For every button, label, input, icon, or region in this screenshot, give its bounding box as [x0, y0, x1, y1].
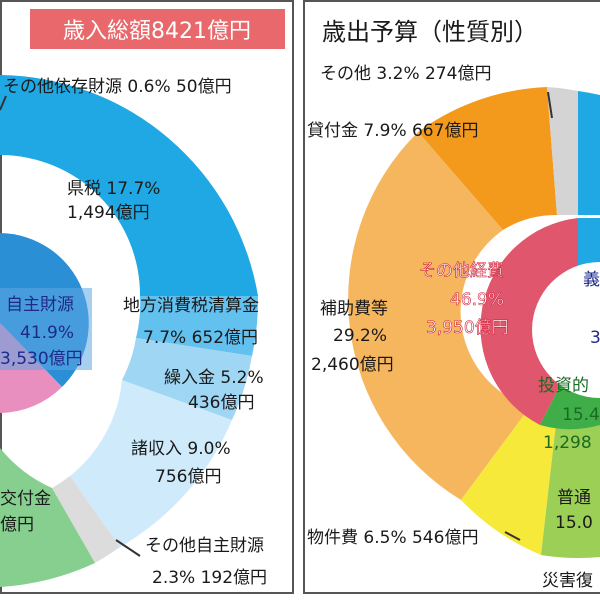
label-jishu-1: 自主財源: [6, 295, 74, 315]
revenue-title: 歳入総額8421億円: [63, 19, 251, 44]
label-saigai: 災害復: [542, 571, 593, 591]
leader-other-izon: [0, 95, 7, 111]
label-toshi-1: 投資的: [538, 376, 589, 396]
slice-kurikomi: [122, 338, 252, 420]
label-kenzei-2: 1,494億円: [67, 203, 150, 223]
slice-hojohi: [348, 132, 530, 500]
label-keihi-1: その他経費: [419, 261, 504, 281]
label-three: 3: [590, 328, 600, 348]
leader-sonota: [547, 91, 553, 119]
label-keihi-2: 46.9%: [450, 290, 504, 310]
slice-chiho-shohizei: [136, 296, 259, 356]
label-toshi-2: 15.4: [562, 405, 600, 425]
label-kuri-1: 繰入金 5.2%: [164, 368, 264, 388]
label-other-jishu-2: 2.3% 192億円: [152, 568, 267, 588]
label-hojo-1: 補助費等: [320, 299, 388, 319]
slice-other-jishu: [52, 476, 120, 563]
label-other-jishu-1: その他自主財源: [145, 536, 264, 556]
leader-other-jishu: [115, 539, 141, 557]
label-jishu-2: 41.9%: [20, 323, 74, 343]
expenditure-chart-panel: 歳出予算（性質別） その他 3.2% 274億円 貸付金 7.9% 667億円 …: [303, 0, 600, 594]
revenue-chart-panel: 歳入総額8421億円 その他依存財源 0.6% 50億円 県税 17.7% 1,…: [0, 0, 294, 594]
label-hojo-2: 29.2%: [333, 326, 387, 346]
label-chiho-1: 地方消費税清算金: [123, 296, 259, 316]
label-chiho-2: 7.7% 652億円: [143, 328, 258, 348]
label-futsu-1: 普通: [557, 488, 591, 508]
label-kofukin-2: 億円: [0, 515, 34, 535]
slice-kofukin: [0, 448, 95, 587]
revenue-title-box: [30, 9, 285, 49]
label-keihi-3: 3,950億円: [426, 318, 509, 338]
label-kenzei-1: 県税 17.7%: [67, 179, 160, 199]
label-bukken: 物件費 6.5% 546億円: [307, 528, 478, 548]
label-sho-1: 諸収入 9.0%: [131, 439, 231, 459]
label-other-izon: その他依存財源 0.6% 50億円: [3, 77, 232, 97]
label-kuri-2: 436億円: [188, 393, 254, 413]
expenditure-title: 歳出予算（性質別）: [322, 18, 538, 46]
slice-futsu: [541, 415, 600, 558]
slice-kenzei: [0, 75, 258, 296]
label-jishu-3: 3,530億円: [0, 349, 83, 369]
label-toshi-3: 1,298: [543, 433, 592, 453]
slice-shoshunyu: [70, 380, 232, 547]
label-futsu-2: 15.0: [555, 513, 593, 533]
expenditure-panel-border: [303, 0, 600, 594]
label-kashitsuke: 貸付金 7.9% 667億円: [307, 121, 478, 141]
label-sho-2: 756億円: [155, 467, 221, 487]
label-kofukin-1: 交付金: [0, 489, 51, 509]
slice-kashitsuke: [418, 87, 557, 230]
label-gi: 義: [583, 270, 600, 290]
label-hojo-3: 2,460億円: [311, 355, 394, 375]
slice-sonota: [547, 87, 578, 215]
jishu-label-bg: [0, 288, 92, 370]
label-sonota: その他 3.2% 274億円: [320, 64, 491, 84]
slice-bukkenhi: [461, 407, 557, 555]
slice-blue-edge: [578, 91, 600, 215]
leader-bukken: [504, 531, 521, 541]
center-hole: [532, 262, 600, 398]
